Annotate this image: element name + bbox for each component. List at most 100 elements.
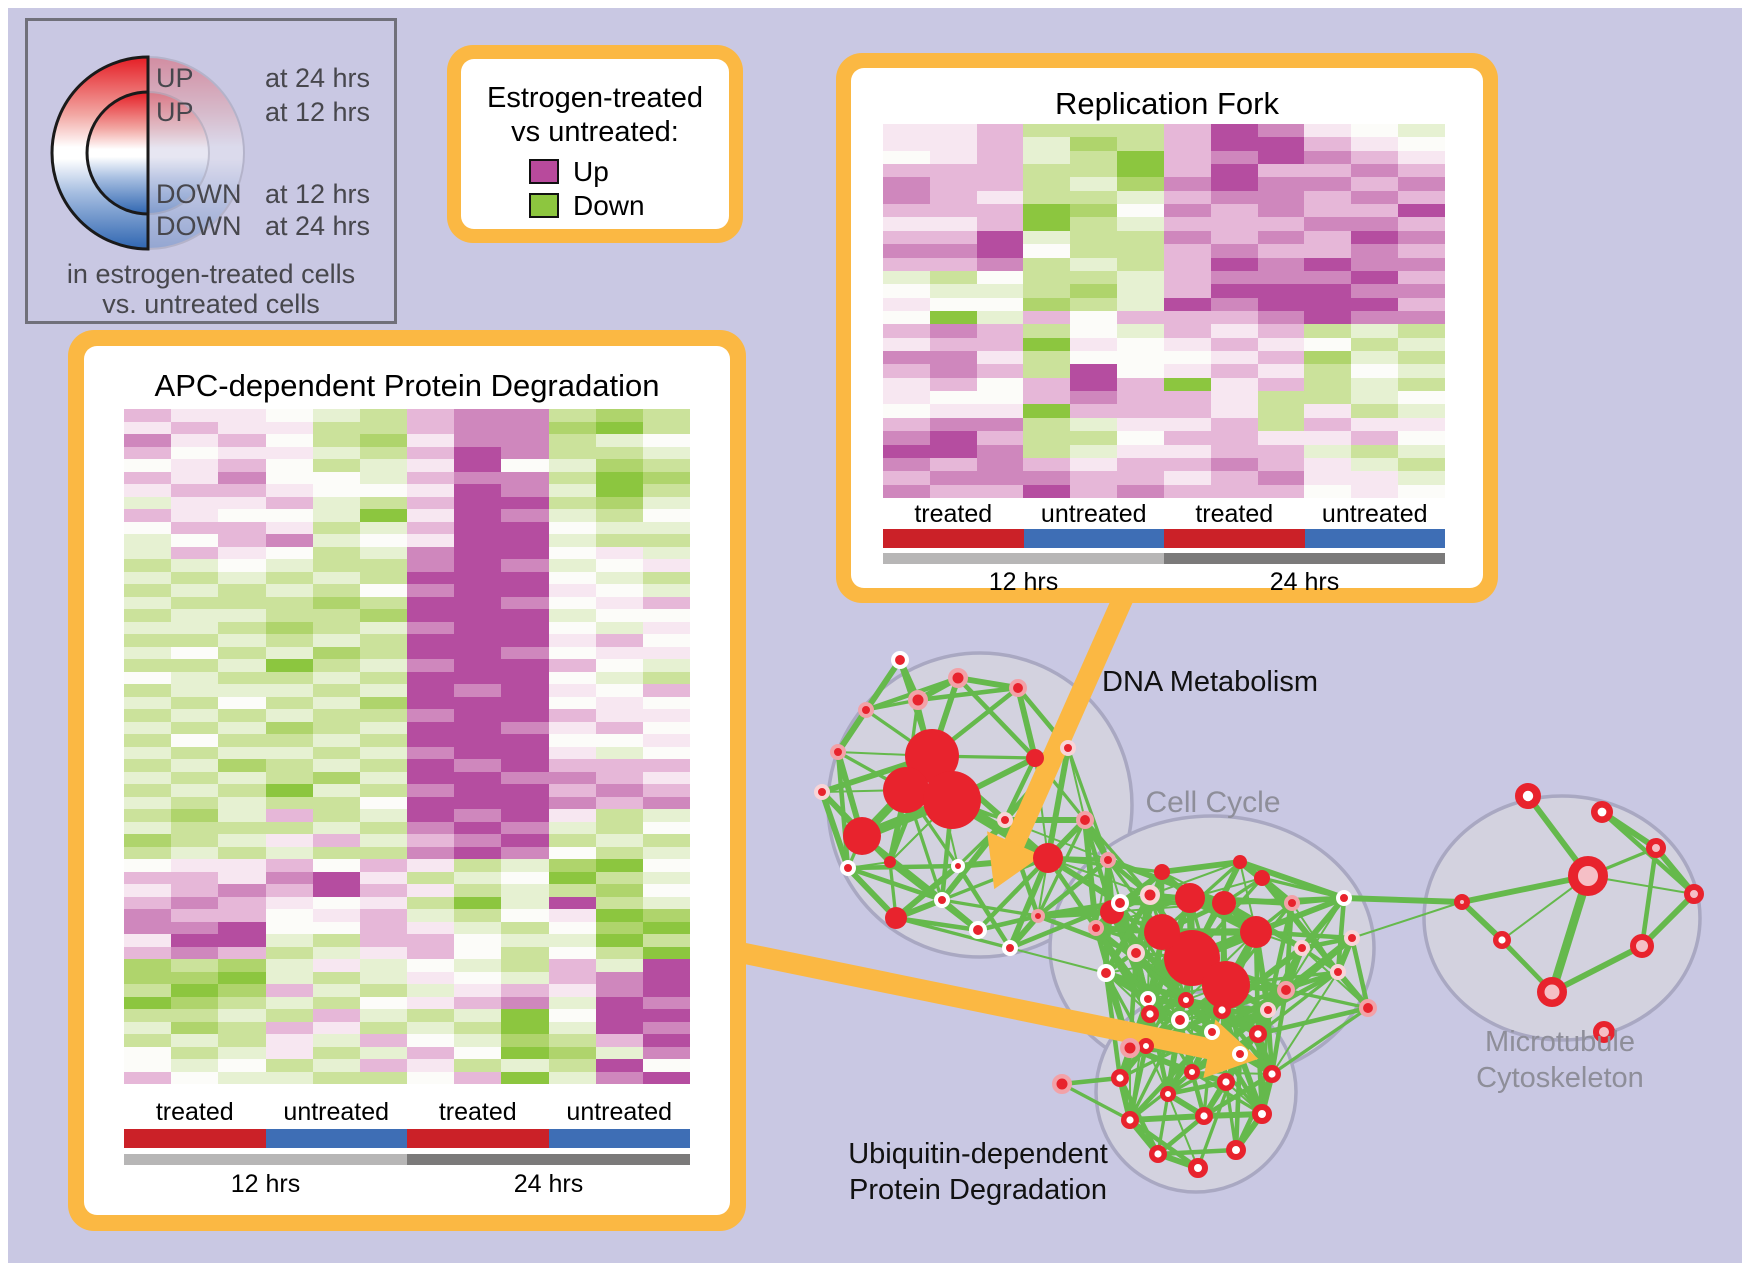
network-edge — [1349, 937, 1371, 1009]
heatmap-cell — [124, 471, 172, 484]
legend-word: UP — [156, 63, 194, 93]
heatmap-cell — [976, 310, 1024, 325]
heatmap-cell — [171, 984, 219, 997]
heatmap-cell — [1257, 377, 1305, 392]
network-edge — [1045, 747, 1071, 859]
heatmap-cell — [171, 546, 219, 559]
heatmap-cell — [1210, 150, 1258, 165]
heatmap-cell — [1304, 204, 1352, 218]
heatmap-cell — [359, 821, 407, 834]
heatmap-cell — [642, 459, 690, 472]
heatmap-cell — [124, 871, 172, 884]
heatmap-cell — [548, 671, 596, 684]
network-edge — [1639, 847, 1659, 947]
heatmap-cell — [265, 821, 313, 834]
heatmap-cell — [642, 496, 690, 509]
heatmap-cell — [1163, 150, 1211, 165]
heatmap-cell — [265, 546, 313, 559]
time-label: 12 hrs — [988, 568, 1059, 596]
network-node — [1204, 1024, 1220, 1040]
down-color-swatch — [529, 193, 559, 218]
heatmap-cell — [265, 559, 313, 572]
replication-fork-inner: Replication Fork treated untreated treated… — [851, 68, 1483, 596]
heatmap-cell — [407, 971, 455, 984]
heatmap-cell — [454, 646, 502, 659]
network-edge — [1066, 747, 1110, 861]
heatmap-cell — [359, 459, 407, 472]
heatmap-cell — [312, 1021, 360, 1034]
heatmap-cell — [548, 559, 596, 572]
heatmap-cell — [883, 190, 930, 205]
heatmap-cell — [359, 609, 407, 622]
heatmap-cell — [501, 459, 549, 472]
heatmap-cell — [595, 884, 643, 897]
heatmap-cell — [359, 646, 407, 659]
heatmap-cell — [359, 634, 407, 647]
heatmap-cell — [265, 496, 313, 509]
heatmap-cell — [548, 746, 596, 759]
heatmap-cell — [1163, 364, 1211, 378]
heatmap-cell — [1351, 324, 1399, 338]
replication-fork-title: Replication Fork — [1055, 86, 1279, 121]
heatmap-cell — [595, 421, 643, 434]
heatmap-cell — [265, 534, 313, 547]
heatmap-cell — [171, 859, 219, 872]
network-node — [1294, 940, 1310, 956]
heatmap-cell — [124, 434, 172, 447]
heatmap-cell — [312, 434, 360, 447]
heatmap-cell — [642, 509, 690, 522]
heatmap-cell — [501, 996, 549, 1009]
sample-label: treated — [438, 1098, 517, 1126]
rf-sample-labels: treated untreated treated untreated — [883, 500, 1445, 529]
heatmap-cell — [642, 1034, 690, 1047]
heatmap-cell — [1398, 230, 1445, 245]
heatmap-cell — [407, 521, 455, 534]
heatmap-cell — [642, 796, 690, 809]
heatmap-cell — [976, 337, 1024, 352]
heatmap-cell — [218, 584, 266, 597]
heatmap-cell — [642, 871, 690, 884]
heatmap-cell — [1117, 190, 1164, 205]
legend-time: at 24 hrs — [264, 63, 370, 93]
heatmap-cell — [407, 696, 455, 709]
heatmap-cell — [265, 509, 313, 522]
heatmap-cell — [312, 1071, 360, 1084]
heatmap-cell — [1070, 190, 1118, 205]
heatmap-cell — [359, 1034, 407, 1047]
heatmap-cell — [883, 270, 930, 285]
heatmap-cell — [595, 596, 643, 609]
heatmap-cell — [595, 796, 643, 809]
heatmap-cell — [1210, 457, 1258, 472]
heatmap-cell — [1117, 310, 1164, 325]
heatmap-cell — [359, 534, 407, 547]
heatmap-cell — [359, 434, 407, 447]
heatmap-cell — [1351, 124, 1399, 138]
heatmap-cell — [171, 884, 219, 897]
heatmap-cell — [1398, 124, 1445, 138]
heatmap-cell — [265, 409, 313, 422]
network-node — [934, 892, 950, 908]
heatmap-cell — [218, 946, 266, 959]
heatmap-cell — [976, 377, 1024, 392]
heatmap-cell — [976, 417, 1024, 432]
network-edge — [1009, 947, 1107, 974]
network-edge — [1335, 897, 1347, 973]
heatmap-cell — [265, 1034, 313, 1047]
heatmap-cell — [407, 621, 455, 634]
heatmap-cell — [501, 734, 549, 747]
heatmap-cell — [407, 1046, 455, 1059]
heatmap-cell — [595, 609, 643, 622]
heatmap-cell — [312, 834, 360, 847]
heatmap-cell — [218, 1009, 266, 1022]
heatmap-cell — [171, 946, 219, 959]
network-node — [1252, 1104, 1272, 1124]
heatmap-cell — [1023, 230, 1071, 245]
heatmap-cell — [124, 734, 172, 747]
heatmap-cell — [1257, 417, 1305, 432]
heatmap-cell — [501, 1009, 549, 1022]
network-node — [1100, 852, 1116, 868]
heatmap-cell — [548, 721, 596, 734]
heatmap-cell — [501, 559, 549, 572]
heatmap-cell — [929, 457, 977, 472]
heatmap-cell — [312, 796, 360, 809]
